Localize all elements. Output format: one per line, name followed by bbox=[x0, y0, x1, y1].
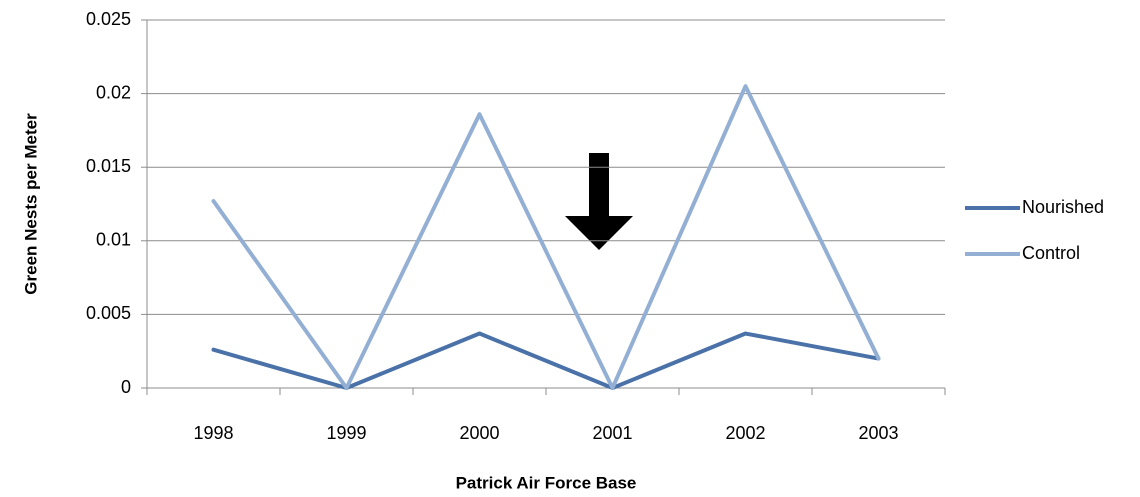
y-tick-label: 0.005 bbox=[86, 303, 131, 323]
y-tick-label: 0.02 bbox=[96, 82, 131, 102]
x-axis-title: Patrick Air Force Base bbox=[456, 473, 637, 492]
arrow-annotation bbox=[565, 153, 633, 250]
y-tick-label: 0 bbox=[121, 377, 131, 397]
x-tick-label: 2001 bbox=[592, 423, 632, 443]
y-axis-title: Green Nests per Meter bbox=[21, 113, 40, 295]
x-tick-label: 1998 bbox=[193, 423, 233, 443]
x-tick-label: 2002 bbox=[725, 423, 765, 443]
x-tick-label: 2003 bbox=[858, 423, 898, 443]
y-tick-label: 0.015 bbox=[86, 156, 131, 176]
y-tick-label: 0.025 bbox=[86, 9, 131, 29]
series-line bbox=[211, 331, 881, 390]
y-tick-label: 0.01 bbox=[96, 230, 131, 250]
legend-label: Nourished bbox=[1022, 197, 1104, 217]
legend-label: Control bbox=[1022, 243, 1080, 263]
series-line bbox=[211, 84, 881, 390]
x-tick-label: 2000 bbox=[459, 423, 499, 443]
x-tick-label: 1999 bbox=[326, 423, 366, 443]
